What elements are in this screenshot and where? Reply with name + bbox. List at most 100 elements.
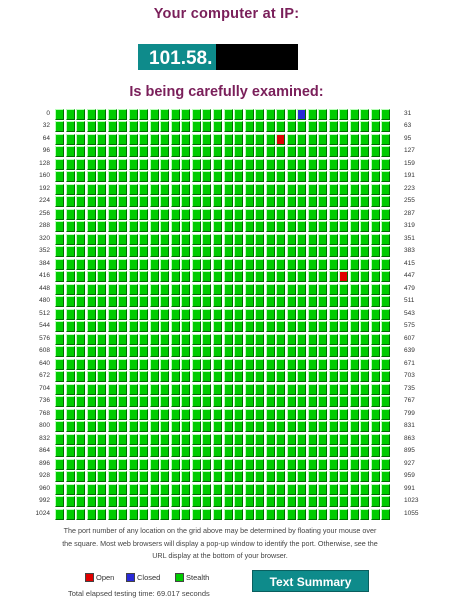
port-cell-261[interactable]: [107, 208, 117, 220]
port-cell-862[interactable]: [370, 433, 380, 445]
port-cell-447[interactable]: [381, 271, 391, 283]
port-cell-89[interactable]: [318, 133, 328, 145]
port-cell-671[interactable]: [381, 358, 391, 370]
port-cell-314[interactable]: [328, 221, 338, 233]
port-cell-25[interactable]: [318, 109, 328, 120]
port-cell-329[interactable]: [149, 233, 159, 245]
port-cell-586[interactable]: [160, 333, 170, 345]
port-cell-124[interactable]: [349, 146, 359, 158]
port-cell-238[interactable]: [202, 196, 212, 208]
port-cell-847[interactable]: [212, 433, 222, 445]
port-cell-811[interactable]: [170, 421, 180, 433]
port-cell-898[interactable]: [76, 458, 86, 470]
port-cell-316[interactable]: [349, 221, 359, 233]
port-cell-1017[interactable]: [318, 496, 328, 508]
port-cell-640[interactable]: [55, 358, 64, 370]
port-cell-221[interactable]: [360, 183, 370, 195]
port-cell-43[interactable]: [170, 121, 180, 133]
port-cell-1039[interactable]: [212, 508, 222, 520]
port-cell-642[interactable]: [76, 358, 86, 370]
port-cell-675[interactable]: [86, 371, 96, 383]
port-cell-133[interactable]: [107, 158, 117, 170]
port-cell-737[interactable]: [65, 396, 75, 408]
port-cell-472[interactable]: [307, 283, 317, 295]
port-cell-689[interactable]: [234, 371, 244, 383]
port-cell-574[interactable]: [370, 321, 380, 333]
port-cell-991[interactable]: [381, 483, 391, 495]
port-cell-643[interactable]: [86, 358, 96, 370]
port-cell-228[interactable]: [97, 196, 107, 208]
port-cell-1004[interactable]: [181, 496, 191, 508]
port-cell-1020[interactable]: [349, 496, 359, 508]
port-cell-842[interactable]: [160, 433, 170, 445]
port-cell-488[interactable]: [139, 296, 149, 308]
port-cell-730[interactable]: [328, 383, 338, 395]
port-cell-237[interactable]: [191, 196, 201, 208]
port-cell-891[interactable]: [339, 446, 349, 458]
port-cell-373[interactable]: [276, 246, 286, 258]
port-cell-738[interactable]: [76, 396, 86, 408]
port-cell-928[interactable]: [55, 471, 64, 483]
port-cell-910[interactable]: [202, 458, 212, 470]
port-cell-951[interactable]: [297, 471, 307, 483]
port-cell-884[interactable]: [265, 446, 275, 458]
port-cell-656[interactable]: [223, 358, 233, 370]
port-cell-641[interactable]: [65, 358, 75, 370]
port-cell-366[interactable]: [202, 246, 212, 258]
port-cell-552[interactable]: [139, 321, 149, 333]
port-cell-281[interactable]: [318, 208, 328, 220]
port-cell-570[interactable]: [328, 321, 338, 333]
port-cell-337[interactable]: [234, 233, 244, 245]
port-cell-595[interactable]: [255, 333, 265, 345]
port-cell-929[interactable]: [65, 471, 75, 483]
port-cell-782[interactable]: [202, 408, 212, 420]
port-cell-942[interactable]: [202, 471, 212, 483]
port-cell-486[interactable]: [118, 296, 128, 308]
port-cell-905[interactable]: [149, 458, 159, 470]
port-cell-819[interactable]: [255, 421, 265, 433]
port-cell-527[interactable]: [212, 308, 222, 320]
port-cell-48[interactable]: [223, 121, 233, 133]
port-cell-461[interactable]: [191, 283, 201, 295]
port-cell-590[interactable]: [202, 333, 212, 345]
port-cell-557[interactable]: [191, 321, 201, 333]
port-cell-0[interactable]: [55, 109, 64, 120]
port-cell-627[interactable]: [255, 346, 265, 358]
port-cell-319[interactable]: [381, 221, 391, 233]
port-cell-621[interactable]: [191, 346, 201, 358]
port-cell-957[interactable]: [360, 471, 370, 483]
port-cell-760[interactable]: [307, 396, 317, 408]
port-cell-357[interactable]: [107, 246, 117, 258]
port-cell-64[interactable]: [55, 133, 64, 145]
port-cell-131[interactable]: [86, 158, 96, 170]
port-cell-807[interactable]: [128, 421, 138, 433]
port-cell-918[interactable]: [286, 458, 296, 470]
port-cell-27[interactable]: [339, 109, 349, 120]
port-cell-157[interactable]: [360, 158, 370, 170]
port-cell-511[interactable]: [381, 296, 391, 308]
port-cell-611[interactable]: [86, 346, 96, 358]
port-cell-269[interactable]: [191, 208, 201, 220]
port-cell-493[interactable]: [191, 296, 201, 308]
port-cell-288[interactable]: [55, 221, 64, 233]
port-cell-551[interactable]: [128, 321, 138, 333]
port-cell-880[interactable]: [223, 446, 233, 458]
port-cell-648[interactable]: [139, 358, 149, 370]
port-cell-883[interactable]: [255, 446, 265, 458]
port-cell-998[interactable]: [118, 496, 128, 508]
port-cell-290[interactable]: [76, 221, 86, 233]
port-cell-394[interactable]: [160, 258, 170, 270]
port-cell-955[interactable]: [339, 471, 349, 483]
port-cell-247[interactable]: [297, 196, 307, 208]
port-cell-908[interactable]: [181, 458, 191, 470]
port-cell-78[interactable]: [202, 133, 212, 145]
port-cell-16[interactable]: [223, 109, 233, 120]
port-cell-596[interactable]: [265, 333, 275, 345]
port-cell-45[interactable]: [191, 121, 201, 133]
port-cell-770[interactable]: [76, 408, 86, 420]
port-cell-728[interactable]: [307, 383, 317, 395]
port-cell-433[interactable]: [234, 271, 244, 283]
port-cell-168[interactable]: [139, 171, 149, 183]
port-cell-1035[interactable]: [170, 508, 180, 520]
port-cell-773[interactable]: [107, 408, 117, 420]
